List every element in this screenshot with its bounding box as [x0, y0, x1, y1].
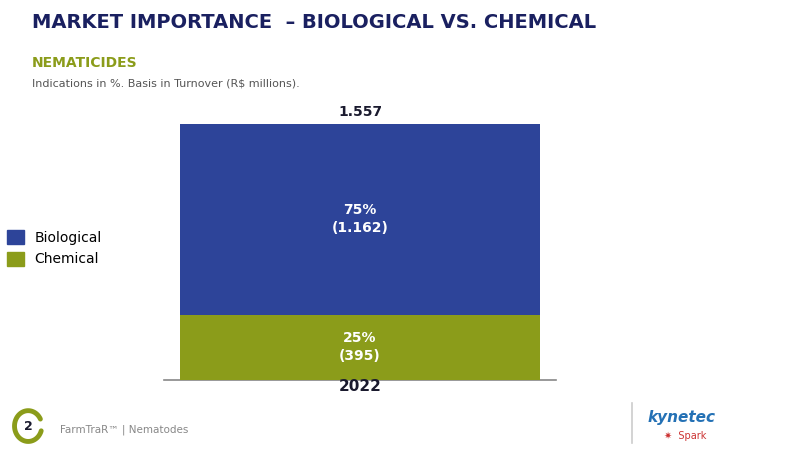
Text: 1.557: 1.557	[338, 105, 382, 119]
Text: 2022: 2022	[338, 379, 382, 394]
Bar	[180, 124, 540, 315]
Text: NEMATICIDES: NEMATICIDES	[32, 56, 138, 70]
Legend: Biological, Chemical: Biological, Chemical	[7, 230, 102, 266]
Text: 25%
(395): 25% (395)	[339, 331, 381, 363]
Text: MARKET IMPORTANCE  – BIOLOGICAL VS. CHEMICAL: MARKET IMPORTANCE – BIOLOGICAL VS. CHEMI…	[32, 14, 596, 32]
Bar	[180, 315, 540, 380]
Text: FarmTraR™ | Nematodes: FarmTraR™ | Nematodes	[60, 424, 188, 435]
Text: 2: 2	[24, 419, 33, 432]
Text: kynetec: kynetec	[648, 410, 716, 425]
Text: 75%
(1.162): 75% (1.162)	[331, 203, 389, 235]
Text: ✷  Spark: ✷ Spark	[664, 431, 706, 441]
Text: Indications in %. Basis in Turnover (R$ millions).: Indications in %. Basis in Turnover (R$ …	[32, 79, 300, 89]
